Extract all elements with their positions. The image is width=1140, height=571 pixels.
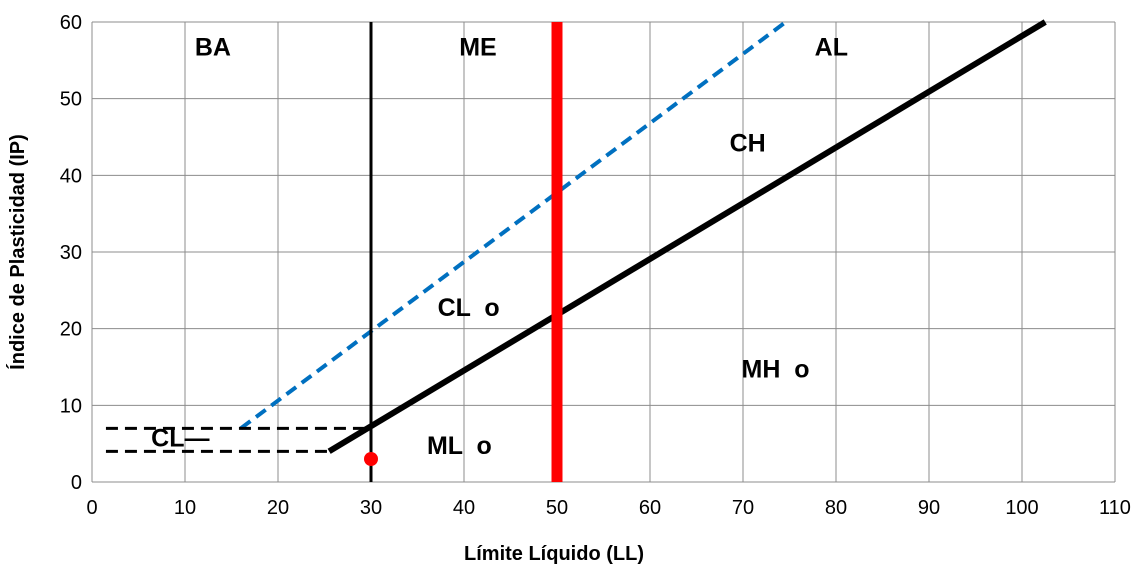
y-tick-labels: 0 10 20 30 40 50 60 [60, 12, 82, 494]
x-tick-label: 50 [546, 497, 568, 519]
x-tick-label: 30 [360, 497, 382, 519]
x-tick-label: 100 [1005, 497, 1038, 519]
y-tick-label: 0 [71, 472, 82, 494]
x-tick-label: 0 [86, 497, 97, 519]
y-tick-label: 20 [60, 319, 82, 341]
y-tick-label: 40 [60, 165, 82, 187]
y-tick-label: 60 [60, 12, 82, 34]
region-label-7: CL— [151, 424, 209, 452]
x-tick-label: 40 [453, 497, 475, 519]
y-axis-title: Índice de Plasticidad (IP) [6, 134, 29, 370]
region-label-5: MH o [742, 355, 810, 383]
x-tick-label: 60 [639, 497, 661, 519]
y-tick-label: 10 [60, 395, 82, 417]
sample-point [364, 452, 378, 466]
x-tick-label: 70 [732, 497, 754, 519]
region-label-1: ME [459, 33, 497, 61]
grid-lines [91, 21, 1116, 483]
x-tick-label: 20 [267, 497, 289, 519]
x-tick-label: 110 [1099, 497, 1131, 519]
y-tick-label: 30 [60, 242, 82, 264]
region-labels: BA ME AL CH CL o MH o ML o CL— [151, 33, 848, 460]
region-label-6: ML o [427, 432, 492, 460]
region-label-2: AL [815, 33, 848, 61]
x-tick-label: 80 [825, 497, 847, 519]
x-tick-label: 10 [174, 497, 196, 519]
x-tick-label: 90 [918, 497, 940, 519]
region-label-3: CH [730, 129, 766, 157]
x-axis-title: Límite Líquido (LL) [464, 543, 644, 565]
y-tick-label: 50 [60, 89, 82, 111]
series-line-1 [327, 19, 1047, 454]
x-tick-labels: 0 10 20 30 40 50 60 70 80 90 100 110 [86, 497, 1131, 519]
sample-point-group [364, 452, 378, 466]
series-group [105, 19, 1047, 482]
region-label-0: BA [195, 33, 231, 61]
region-label-4: CL o [438, 294, 500, 322]
